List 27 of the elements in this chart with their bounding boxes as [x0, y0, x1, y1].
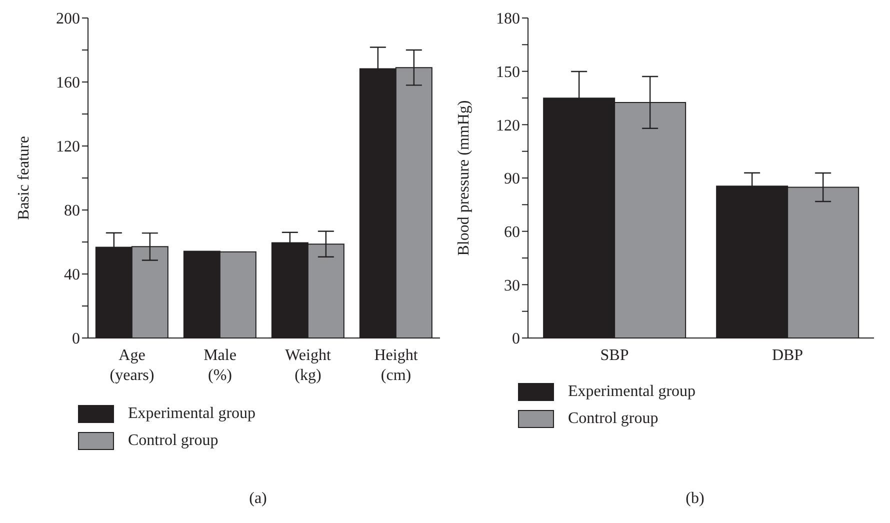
legend-label: Experimental group: [128, 404, 256, 422]
x-tick-label: SBP: [600, 347, 629, 364]
y-tick-label: 60: [504, 224, 520, 242]
y-tick-label: 120: [56, 138, 80, 156]
legend-label: Control group: [568, 410, 658, 428]
y-tick-label: 0: [512, 330, 520, 348]
y-tick-label: 0: [72, 330, 80, 348]
y-tick-label: 200: [56, 10, 80, 28]
y-tick-label: 80: [64, 202, 80, 220]
x-tick-label: Male (%): [204, 347, 236, 384]
legend-label: Control group: [128, 432, 218, 450]
text: (b): [684, 490, 706, 508]
x-tick-label: Weight (kg): [285, 347, 332, 384]
legend-label: Experimental group: [568, 382, 696, 400]
x-tick-label: Height (cm): [374, 347, 418, 384]
y-tick-label: 30: [504, 277, 520, 294]
y-tick-label: 150: [496, 64, 520, 82]
y-tick-label: 160: [56, 74, 80, 92]
x-tick-label: Age (years): [110, 347, 154, 384]
text: (a): [248, 490, 268, 508]
y-axis-title: Basic feature: [16, 136, 33, 220]
y-axis-title: Blood pressure (mmHg): [456, 100, 473, 256]
y-tick-label: 90: [504, 170, 520, 188]
y-tick-label: 40: [64, 266, 80, 284]
y-tick-label: 120: [496, 117, 520, 134]
x-tick-label: DBP: [772, 347, 804, 364]
y-tick-label: 180: [496, 10, 520, 28]
